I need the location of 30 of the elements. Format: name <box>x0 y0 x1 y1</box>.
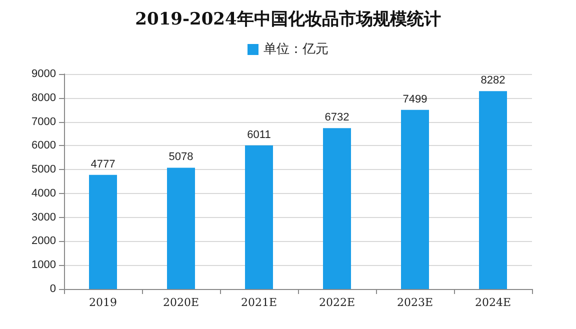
y-tick-label: 6000 <box>32 140 56 152</box>
x-tick-label: 2021E <box>240 296 278 309</box>
x-tick-label: 2019 <box>89 296 117 309</box>
x-tick-label: 2023E <box>396 296 434 309</box>
legend-label: 单位：亿元 <box>264 42 328 57</box>
data-label: 6732 <box>324 112 350 124</box>
data-label: 4777 <box>90 158 116 170</box>
x-tick-label: 2020E <box>162 296 200 309</box>
y-tick-label: 7000 <box>32 116 56 128</box>
y-tick-label: 2000 <box>32 235 56 248</box>
y-tick-label: 5000 <box>32 164 56 176</box>
data-label: 5078 <box>168 151 194 164</box>
bar <box>323 128 351 289</box>
bar <box>401 110 429 289</box>
bar <box>89 174 117 289</box>
y-tick-label: 4000 <box>32 187 56 200</box>
x-tick-label: 2022E <box>318 296 356 309</box>
x-tick-label: 2024E <box>474 296 512 309</box>
bar <box>245 145 273 289</box>
y-tick-label: 1000 <box>32 259 56 272</box>
y-tick-label: 3000 <box>32 211 56 224</box>
chart-title: 2019-2024年中国化妆品市场规模统计 <box>135 10 441 30</box>
bar <box>479 91 507 289</box>
y-tick-label: 9000 <box>32 68 56 80</box>
y-tick-label: 8000 <box>32 92 56 104</box>
y-tick-label: 0 <box>50 283 56 295</box>
bar <box>167 168 195 289</box>
data-label: 8282 <box>480 74 506 87</box>
data-label: 7499 <box>402 93 428 106</box>
data-label: 6011 <box>247 128 271 141</box>
